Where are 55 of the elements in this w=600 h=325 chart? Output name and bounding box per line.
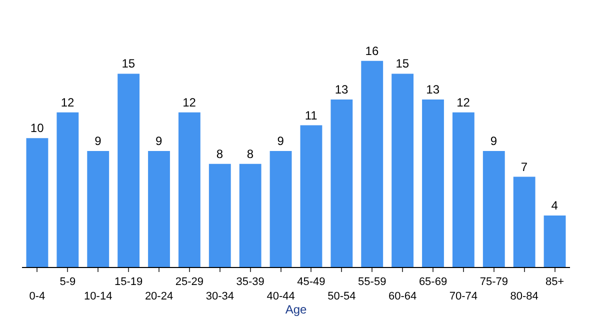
data-label: 9 (94, 134, 102, 148)
x-axis-title: Age (285, 302, 307, 316)
data-label: 13 (334, 82, 349, 96)
x-tick-label: 85+ (545, 276, 564, 288)
bar (422, 100, 444, 267)
data-label: 8 (246, 146, 254, 161)
bar (178, 112, 200, 267)
x-tick-label: 55-59 (358, 276, 386, 288)
bar (392, 74, 414, 267)
bar (513, 176, 536, 267)
x-tick-label: 50-54 (328, 290, 356, 302)
x-tick-label: 40-44 (266, 290, 295, 302)
bar (26, 138, 48, 267)
bar (56, 112, 79, 267)
x-tick-label: 60-64 (388, 290, 417, 302)
data-label: 12 (456, 95, 470, 110)
x-tick-label: 45-49 (297, 276, 326, 288)
data-label: 12 (60, 95, 75, 110)
bar (239, 164, 262, 267)
x-tick-label: 20-24 (144, 290, 174, 302)
data-label: 10 (30, 121, 44, 136)
data-label: 15 (396, 56, 410, 71)
bar (452, 112, 474, 267)
bar (330, 100, 353, 267)
data-label: 9 (490, 134, 498, 148)
bar (482, 151, 505, 267)
x-tick-label: 30-34 (206, 290, 234, 302)
bar (544, 215, 566, 267)
bar (148, 151, 170, 267)
bar (300, 125, 322, 267)
data-label: 13 (426, 82, 440, 96)
data-label: 9 (277, 134, 284, 148)
x-tick-label: 35-39 (236, 276, 264, 288)
x-tick-label: 70-74 (449, 290, 478, 302)
data-label: 4 (551, 198, 558, 212)
data-label: 8 (216, 146, 224, 161)
x-tick-label: 5-9 (60, 276, 76, 288)
data-label: 7 (520, 160, 528, 174)
bar (361, 60, 384, 267)
bar (270, 151, 292, 267)
data-label: 9 (156, 134, 162, 148)
data-label: 16 (365, 44, 379, 58)
x-tick-label: 10-14 (84, 290, 112, 302)
bar (87, 151, 110, 267)
x-tick-label: 15-19 (114, 276, 143, 288)
x-tick-label: 0-4 (29, 290, 46, 302)
data-label: 12 (182, 95, 196, 110)
bar (208, 164, 231, 267)
data-label: 11 (304, 108, 318, 122)
x-tick-label: 25-29 (175, 276, 204, 288)
data-label: 15 (122, 56, 136, 71)
x-tick-label: 75-79 (480, 276, 508, 288)
x-tick-label: 80-84 (510, 290, 538, 302)
x-tick-label: 65-69 (418, 276, 448, 288)
bar (118, 74, 140, 267)
